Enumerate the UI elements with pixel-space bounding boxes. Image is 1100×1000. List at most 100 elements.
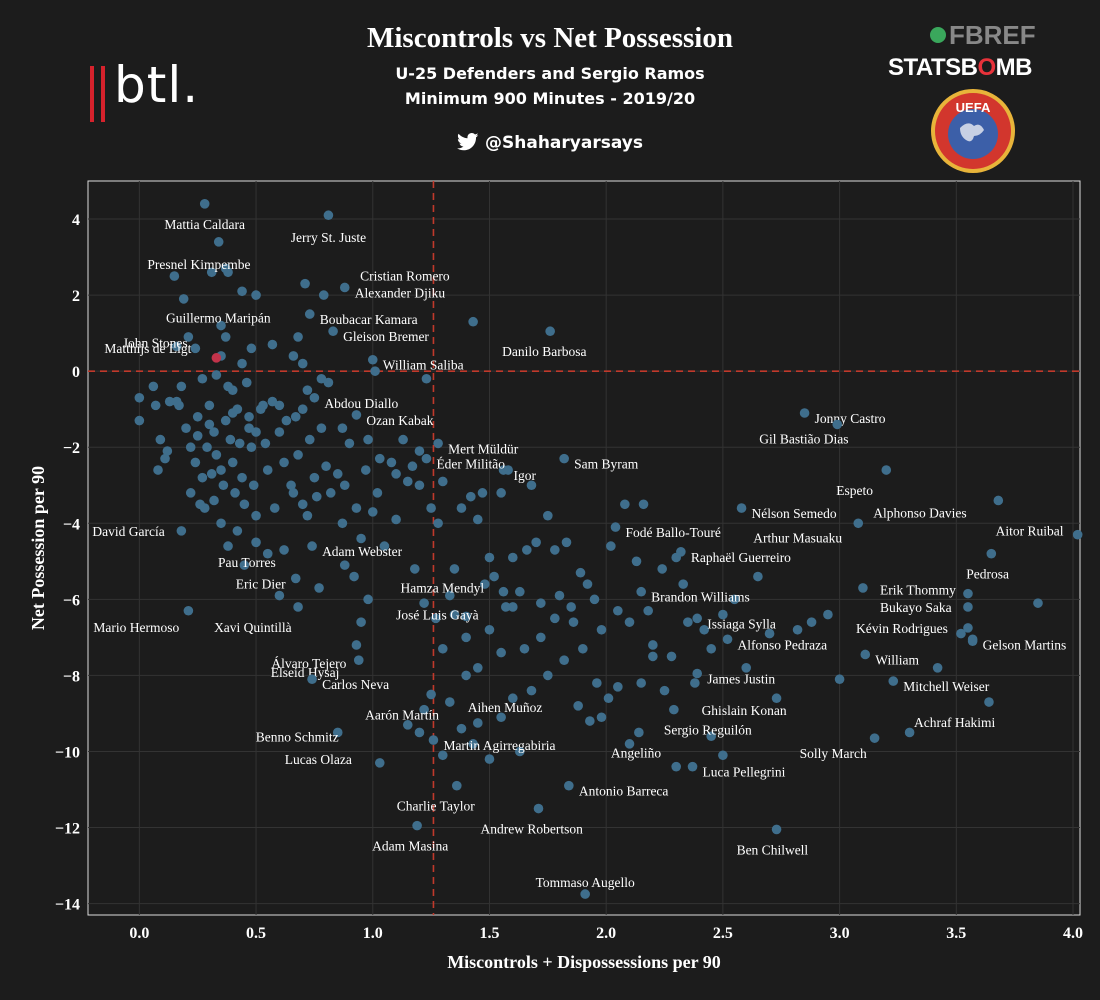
data-point — [519, 643, 530, 654]
point-label: Elseid Hysaj — [271, 665, 340, 680]
data-point — [339, 282, 350, 293]
data-point — [337, 518, 348, 529]
data-point — [869, 733, 880, 743]
data-point — [606, 541, 616, 551]
data-point — [370, 366, 380, 376]
data-point — [963, 623, 973, 633]
data-point — [477, 488, 488, 498]
data-point — [225, 434, 236, 445]
data-point — [437, 750, 448, 761]
point-label: Adam Webster — [322, 544, 403, 559]
y-axis-label: Net Possession per 90 — [28, 466, 48, 630]
data-point — [386, 457, 397, 468]
data-point — [472, 718, 483, 728]
data-point — [251, 290, 261, 300]
data-point — [309, 472, 320, 483]
point-label: Benno Schmitz — [256, 729, 339, 744]
x-tick-label: 2.0 — [596, 925, 616, 942]
data-point — [246, 442, 257, 453]
data-point — [582, 579, 593, 589]
data-point — [328, 326, 338, 337]
data-point — [729, 594, 740, 605]
point-label: Ben Chilwell — [737, 842, 809, 857]
data-point — [643, 605, 653, 616]
data-point — [461, 611, 471, 622]
point-label: Arthur Masuaku — [753, 530, 842, 545]
data-point — [932, 662, 943, 673]
data-point — [237, 286, 247, 297]
data-point — [260, 438, 271, 449]
data-point — [337, 423, 348, 434]
data-point — [967, 634, 978, 645]
data-point — [449, 564, 460, 574]
data-point — [218, 480, 229, 491]
data-point — [190, 457, 201, 468]
data-point — [286, 480, 296, 491]
data-point — [888, 676, 899, 686]
point-label: William Saliba — [383, 358, 464, 373]
data-point — [753, 571, 763, 582]
point-label: Cristian Romero — [360, 269, 450, 284]
data-point — [444, 697, 455, 707]
data-point — [419, 598, 429, 608]
data-point — [314, 583, 324, 593]
data-point — [216, 320, 226, 331]
point-label: Éder Militão — [436, 457, 505, 472]
data-point — [526, 480, 537, 491]
data-point — [134, 392, 145, 403]
data-point — [657, 564, 667, 574]
data-point — [718, 750, 728, 761]
data-point — [351, 410, 362, 420]
data-point — [197, 373, 208, 384]
data-point — [288, 488, 299, 498]
data-point — [223, 381, 233, 392]
data-point — [351, 503, 362, 513]
data-point — [736, 503, 747, 513]
data-point — [508, 693, 518, 704]
data-point — [858, 583, 868, 593]
data-point — [267, 339, 278, 350]
data-point — [456, 503, 467, 513]
data-point — [204, 419, 215, 430]
uefa-logo: UEFA — [930, 88, 1016, 179]
data-point — [498, 465, 509, 475]
data-point — [304, 434, 315, 445]
data-point — [578, 643, 588, 654]
data-point — [449, 609, 460, 620]
data-point — [559, 453, 569, 464]
data-point — [468, 739, 478, 749]
data-point — [613, 682, 623, 692]
data-point — [624, 739, 635, 749]
statsbomb-logo: STATSBOMB — [888, 54, 1032, 81]
data-point — [344, 438, 355, 449]
data-point — [566, 602, 576, 612]
x-tick-label: 4.0 — [1063, 925, 1083, 942]
data-point — [209, 427, 219, 437]
point-label: Charlie Taylor — [397, 799, 475, 814]
data-point — [984, 697, 994, 707]
data-point — [451, 780, 462, 791]
x-tick-label: 3.0 — [830, 925, 850, 942]
point-label: Aihen Muñoz — [468, 700, 543, 715]
y-tick-label: 4 — [72, 212, 80, 229]
data-point — [419, 704, 429, 715]
data-point — [402, 476, 413, 487]
data-point — [543, 510, 553, 521]
data-point — [398, 434, 408, 445]
data-point — [239, 560, 250, 570]
data-point — [426, 689, 436, 700]
data-point — [536, 632, 546, 643]
data-point — [171, 341, 182, 352]
data-point — [414, 727, 425, 738]
point-label: Espeto — [836, 483, 873, 498]
point-label: Adam Masina — [372, 839, 448, 854]
data-point — [545, 326, 555, 337]
x-tick-label: 1.5 — [479, 925, 499, 942]
point-label: Ghislain Konan — [702, 703, 787, 718]
data-point — [412, 820, 422, 831]
data-point — [192, 411, 203, 422]
data-point — [706, 643, 717, 654]
data-point — [764, 628, 775, 639]
data-point — [367, 354, 378, 365]
x-tick-label: 0.5 — [246, 925, 266, 942]
